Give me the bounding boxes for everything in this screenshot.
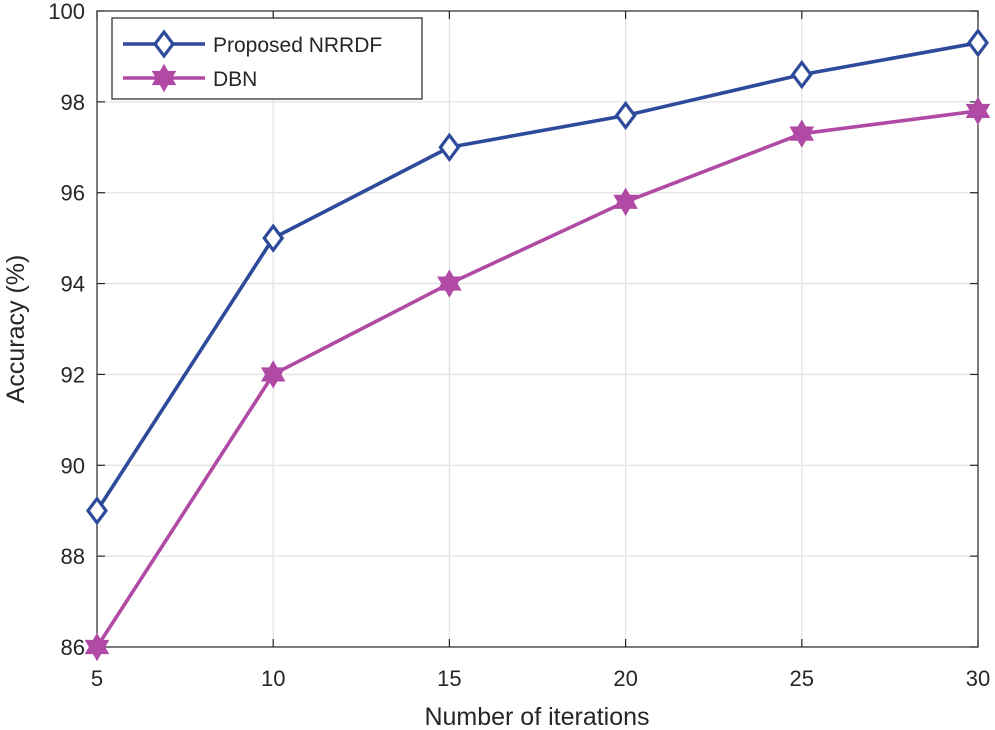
y-tick-label: 96	[61, 181, 85, 206]
legend-box	[111, 17, 423, 100]
legend-label: DBN	[213, 68, 257, 91]
data-point-diamond	[438, 132, 461, 162]
tick-labels: 5 10 15 20 25 30 86 88 90 92 94 96 98 100	[48, 0, 990, 691]
data-point-star	[260, 360, 286, 389]
data-point-star	[437, 269, 462, 298]
legend-label: Proposed NRRDF	[213, 34, 382, 57]
y-tick-label: 86	[61, 635, 85, 660]
legend-entries: Proposed NRRDF DBN	[123, 29, 382, 93]
axes-frame	[96, 10, 979, 648]
series-line	[95, 41, 979, 512]
data-point-diamond	[790, 59, 813, 90]
data-point-star	[151, 63, 177, 93]
x-axis-title: Number of iterations	[424, 703, 649, 730]
series-1	[86, 28, 989, 526]
series-layer	[84, 28, 991, 662]
legend-entry: Proposed NRRDF	[123, 29, 382, 59]
x-tick-label: 25	[790, 666, 814, 691]
data-point-star	[789, 119, 815, 148]
x-tick-label: 30	[966, 666, 990, 691]
data-point-star	[613, 187, 638, 217]
plot-area	[97, 11, 978, 647]
y-axis-title: Accuracy (%)	[2, 255, 30, 404]
data-point-star	[84, 632, 110, 662]
data-point-diamond	[153, 29, 175, 59]
data-point-star	[965, 96, 991, 126]
x-tick-label: 20	[613, 666, 637, 691]
y-tick-label: 98	[61, 90, 85, 115]
y-tick-label: 90	[61, 453, 85, 478]
legend-entry: DBN	[123, 63, 257, 93]
x-tick-label: 10	[261, 666, 285, 691]
data-point-diamond	[262, 223, 285, 253]
series-line	[95, 109, 979, 648]
y-tick-label: 88	[61, 544, 85, 569]
x-tick-label: 15	[437, 666, 461, 691]
y-tick-label: 94	[61, 272, 85, 297]
series-2	[84, 96, 991, 662]
y-tick-label: 92	[61, 362, 85, 387]
data-point-diamond	[86, 496, 108, 526]
x-tick-label: 5	[91, 666, 103, 691]
data-point-diamond	[967, 28, 989, 58]
data-point-diamond	[614, 100, 637, 131]
y-tick-label: 100	[48, 0, 85, 24]
legend: Proposed NRRDF DBN	[111, 17, 423, 100]
